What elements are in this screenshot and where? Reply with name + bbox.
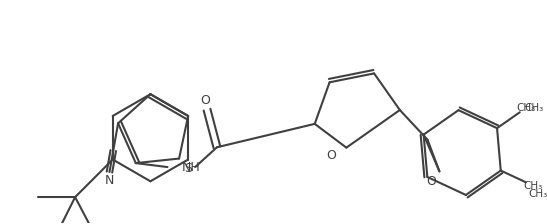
Text: O: O <box>427 175 437 188</box>
Text: S: S <box>184 162 192 174</box>
Text: CH₃: CH₃ <box>523 181 543 191</box>
Text: O: O <box>327 149 336 162</box>
Text: NH: NH <box>181 161 200 174</box>
Text: CH₃: CH₃ <box>528 189 547 198</box>
Text: CH₃: CH₃ <box>516 103 536 113</box>
Text: O: O <box>200 94 210 107</box>
Text: CH₃: CH₃ <box>525 103 544 113</box>
Text: N: N <box>104 174 114 187</box>
